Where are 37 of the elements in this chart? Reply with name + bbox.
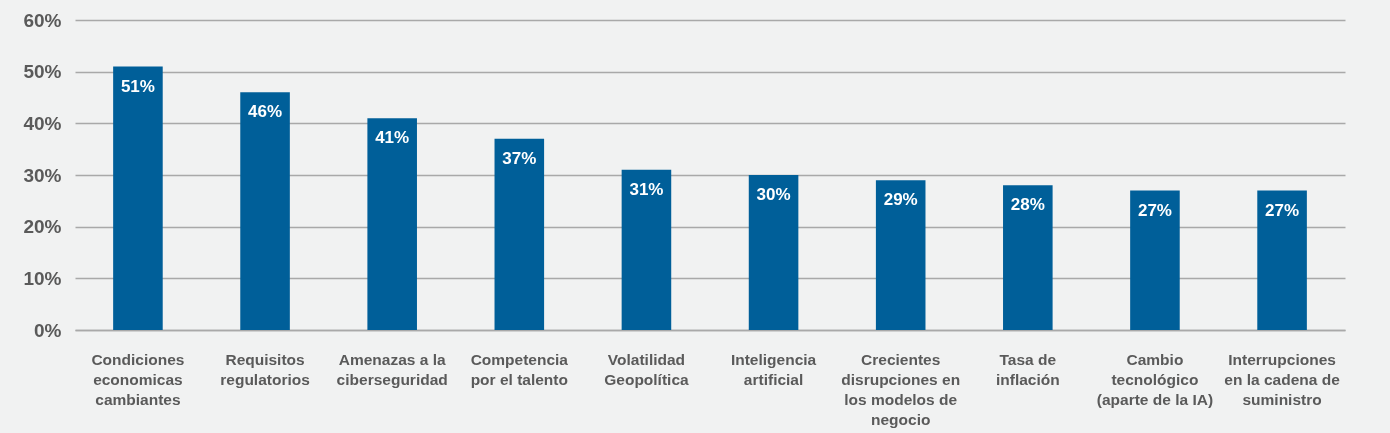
bar xyxy=(113,66,163,330)
x-tick-label: Cambio tecnológico (aparte de la IA) xyxy=(1096,350,1214,408)
data-label: 37% xyxy=(502,148,537,168)
data-label: 27% xyxy=(1265,200,1300,220)
bar xyxy=(367,118,417,330)
x-tick-label: Requisitos regulatorios xyxy=(220,350,310,388)
y-tick-label: 10% xyxy=(23,267,62,289)
x-tick-label: Volatilidad Geopolítica xyxy=(604,350,690,388)
data-label: 28% xyxy=(1010,195,1045,215)
x-tick-label: Crecientes disrupciones en los modelos de negocio xyxy=(841,350,961,428)
data-label: 29% xyxy=(883,190,918,210)
y-tick-label: 20% xyxy=(23,216,62,238)
x-tick-label: Inteligencia artificial xyxy=(730,350,817,388)
data-label: 51% xyxy=(120,76,155,96)
bar xyxy=(1130,190,1180,330)
data-label: 46% xyxy=(248,102,283,122)
data-label: 27% xyxy=(1137,200,1172,220)
bar xyxy=(875,180,926,330)
bar xyxy=(240,92,290,330)
y-tick-label: 60% xyxy=(23,9,62,31)
y-tick-label: 0% xyxy=(34,319,62,341)
y-tick-label: 40% xyxy=(23,112,62,134)
x-tick-label: Amenazas a la ciberseguridad xyxy=(336,350,448,388)
data-label: 31% xyxy=(629,179,664,199)
x-tick-label: Competencia por el talento xyxy=(470,350,569,388)
bar xyxy=(748,175,799,330)
bar xyxy=(494,138,545,330)
x-tick-label: Interrupciones en la cadena de suministro xyxy=(1224,350,1341,408)
bar xyxy=(1257,190,1307,330)
data-label: 30% xyxy=(756,185,791,204)
x-tick-label: Condiciones economicas cambiantes xyxy=(91,350,185,408)
data-label: 41% xyxy=(375,128,410,148)
x-tick-label: Tasa de inflación xyxy=(995,350,1060,388)
y-tick-label: 30% xyxy=(23,164,62,186)
bar xyxy=(1003,185,1053,330)
bar xyxy=(621,169,672,330)
y-tick-label: 50% xyxy=(23,61,62,83)
